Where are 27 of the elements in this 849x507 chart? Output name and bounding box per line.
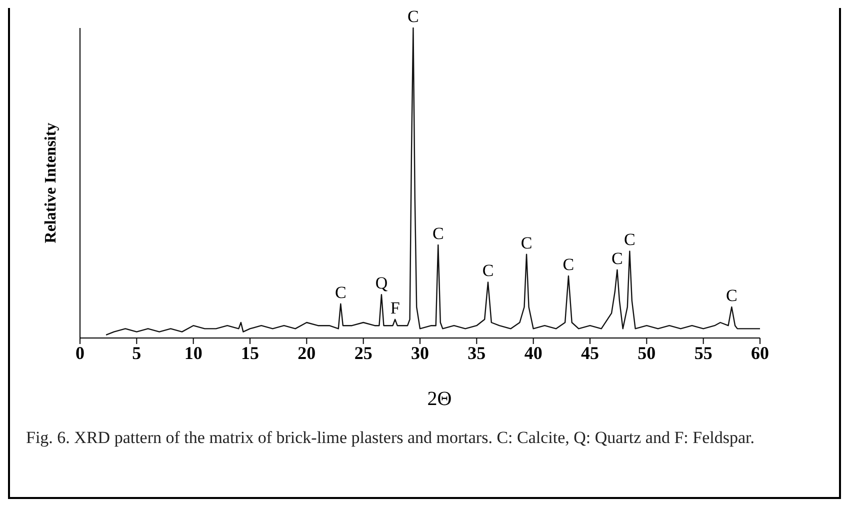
annotation: F [390,298,400,318]
annotation: C [432,224,444,243]
x-tick-label: 45 [581,342,599,363]
x-tick-label: 55 [694,342,712,363]
annotation: C [624,230,636,250]
annotation: C [726,286,738,305]
annotation: C [562,255,574,274]
x-axis-title: 2Θ [426,388,453,411]
x-tick-label: 40 [524,342,542,363]
annotation: C [612,248,623,268]
x-tick-label: 30 [411,342,429,363]
x-tick-label: 5 [132,342,142,363]
x-tick-label: 25 [354,342,372,363]
x-tick-label: 15 [241,342,259,363]
annotation: Q [375,274,388,293]
annotation: C [482,261,494,280]
x-tick-label: 10 [184,342,202,363]
x-tick-label: 20 [298,342,316,363]
x-tick-label: 50 [638,342,656,363]
annotation: C [334,282,346,302]
x-tick-label: 0 [76,342,84,363]
caption: Fig. 6. XRD pattern of the matrix of brick-lime plasters and mortars. C: Calcite, Q: Quartz and F: Feldspar. [26,427,756,449]
y-axis-title: Relative Intensity [42,122,60,244]
x-tick-label: 60 [751,342,769,363]
x-tick-label: 35 [468,342,486,363]
annotation: C [520,233,532,252]
annotation: C [408,7,419,26]
